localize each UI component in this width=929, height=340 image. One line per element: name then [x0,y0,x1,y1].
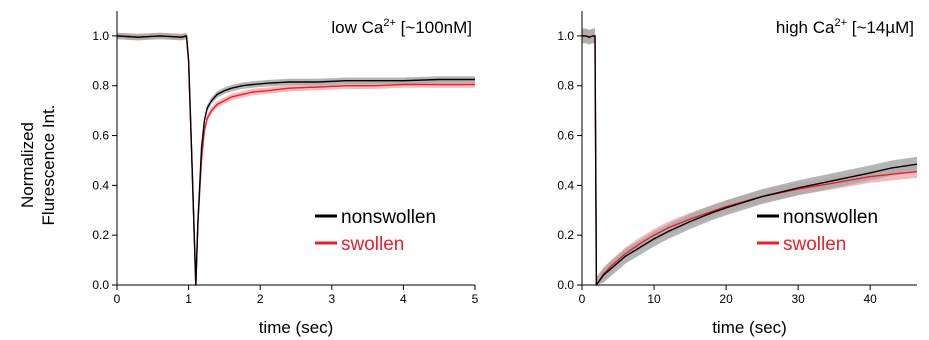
legend-label-swollen: swollen [783,234,846,255]
x-axis-label: time (sec) [259,318,334,337]
x-tick-label: 20 [719,292,733,306]
series-line-nonswollen [116,35,475,286]
legend-label-nonswollen: nonswollen [341,207,436,228]
panel-title: low Ca2+ [~100nM] [331,17,472,37]
x-tick-label: 3 [328,292,335,306]
series-band-swollen [117,32,475,286]
series-line-swollen [116,35,475,286]
series-band-nonswollen [582,28,917,286]
y-tick-label: 0.4 [92,178,109,192]
panel-title-superscript: 2+ [834,17,847,29]
y-tick-label: 0.0 [557,278,574,292]
series-band-nonswollen [117,32,475,286]
legend-label-nonswollen: nonswollen [783,207,878,228]
y-tick-label: 0.4 [557,178,574,192]
y-axis-label-line1: Normalized [18,122,37,208]
panel-title-main: low Ca [331,18,384,37]
x-tick-label: 10 [647,292,661,306]
panel-low-calcium: low Ca2+ [~100nM] 0.0 0.2 0.4 0.6 0.8 1.0 0 1 2 3 4… [92,11,479,337]
y-tick-label: 0.6 [557,129,574,143]
y-tick-label: 0.0 [92,278,109,292]
y-tick-label: 1.0 [557,29,574,43]
x-tick-label: 40 [863,292,877,306]
x-tick-label: 30 [791,292,805,306]
y-tick-label: 0.8 [92,79,109,93]
x-tick-label: 1 [185,292,192,306]
legend-label-swollen: swollen [341,234,404,255]
panel-title: high Ca2+ [~14µM] [776,17,914,37]
x-axis-label: time (sec) [712,318,787,337]
x-tick-label: 2 [257,292,264,306]
y-tick-label: 1.0 [92,29,109,43]
y-tick-label: 0.2 [557,228,574,242]
panel-title-main: high Ca [776,18,835,37]
panel-high-calcium: high Ca2+ [~14µM] 0.0 0.2 0.4 0.6 0.8 1.0 0 10 20… [557,11,918,337]
y-tick-label: 0.8 [557,79,574,93]
y-tick-label: 0.2 [92,228,109,242]
x-tick-label: 4 [400,292,407,306]
panel-title-tail: [~100nM] [396,18,472,37]
series-line-nonswollen [582,35,918,286]
x-tick-label: 5 [472,292,479,306]
x-tick-label: 0 [114,292,121,306]
y-axis-label-line2: Flurescence Int. [39,105,58,226]
x-tick-label: 0 [579,292,586,306]
panel-title-superscript: 2+ [383,17,396,29]
panel-title-tail: [~14µM] [847,18,914,37]
y-tick-label: 0.6 [92,129,109,143]
